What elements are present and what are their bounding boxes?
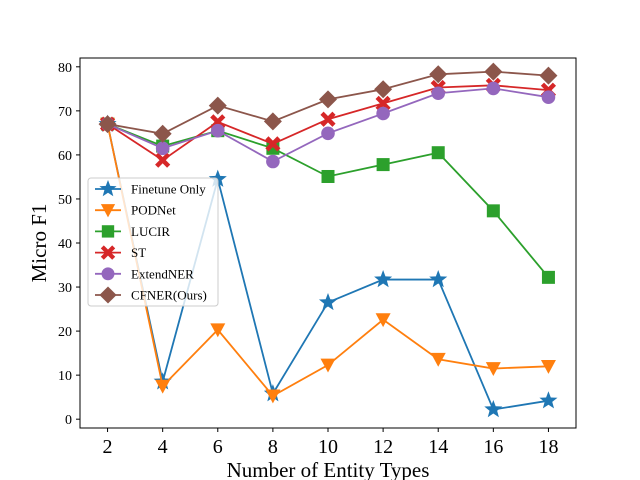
data-point xyxy=(486,81,501,96)
legend-label: ST xyxy=(131,245,146,260)
legend-marker xyxy=(101,225,115,238)
legend-label: Finetune Only xyxy=(131,182,206,197)
data-point xyxy=(153,124,172,143)
y-tick-label: 30 xyxy=(58,281,72,296)
x-tick-label: 10 xyxy=(318,436,338,458)
data-point xyxy=(486,204,500,218)
data-point xyxy=(541,90,556,105)
y-tick-label: 60 xyxy=(58,149,72,164)
legend-item: ST xyxy=(95,245,146,260)
data-point xyxy=(485,362,501,377)
data-point xyxy=(321,126,335,141)
data-point xyxy=(430,352,446,367)
data-point xyxy=(376,106,390,121)
data-point xyxy=(210,323,226,338)
data-point xyxy=(155,152,171,168)
x-axis-title: Number of Entity Types xyxy=(227,458,430,480)
legend-item: ExtendNER xyxy=(95,266,194,281)
data-point xyxy=(266,154,280,169)
data-point xyxy=(320,111,336,127)
y-axis: 0 10 20 30 40 50 60 70 80 xyxy=(58,61,80,428)
legend-label: LUCIR xyxy=(131,224,170,239)
data-point xyxy=(155,141,170,156)
data-point xyxy=(484,400,503,418)
data-point xyxy=(98,115,117,134)
data-point xyxy=(540,359,556,374)
x-tick-label: 14 xyxy=(428,436,448,458)
data-point xyxy=(541,270,555,284)
data-point xyxy=(375,313,391,328)
series-cfner-ours- xyxy=(98,62,558,143)
x-tick-label: 4 xyxy=(158,436,168,458)
data-point xyxy=(539,391,558,409)
y-tick-label: 50 xyxy=(58,193,72,208)
x-tick-label: 2 xyxy=(103,436,113,458)
legend-marker xyxy=(99,179,117,197)
data-point xyxy=(210,123,225,138)
data-point xyxy=(208,96,227,115)
data-point xyxy=(539,66,558,85)
legend-item: CFNER(Ours) xyxy=(95,286,207,304)
legend-label: ExtendNER xyxy=(131,266,194,281)
y-tick-label: 10 xyxy=(58,369,72,384)
y-tick-label: 80 xyxy=(58,61,72,76)
data-point xyxy=(429,65,448,84)
data-point xyxy=(375,95,391,111)
y-tick-label: 40 xyxy=(58,237,72,252)
x-tick-label: 8 xyxy=(268,436,278,458)
data-point xyxy=(484,62,503,81)
legend-item: PODNet xyxy=(95,203,176,218)
legend-item: Finetune Only xyxy=(95,179,206,197)
x-axis: 2 4 6 8 10 12 14 16 18 xyxy=(103,428,558,458)
series-layer xyxy=(98,62,558,418)
legend-label: CFNER(Ours) xyxy=(131,288,207,303)
x-tick-label: 18 xyxy=(538,436,558,458)
data-point xyxy=(374,80,393,99)
data-point xyxy=(429,270,448,288)
legend-item: LUCIR xyxy=(95,224,170,239)
data-point xyxy=(265,389,281,404)
data-point xyxy=(319,90,337,109)
data-point xyxy=(376,158,390,172)
data-point xyxy=(265,136,281,152)
data-point xyxy=(431,86,446,101)
y-tick-label: 70 xyxy=(58,105,72,120)
data-point xyxy=(320,358,336,373)
data-point xyxy=(321,169,335,183)
data-point xyxy=(155,379,171,394)
legend-marker xyxy=(101,267,115,281)
x-tick-label: 12 xyxy=(373,436,393,458)
legend: Finetune Only PODNet LUCIR ST ExtendNER CFNER… xyxy=(87,177,219,307)
data-point xyxy=(431,146,445,160)
legend-marker xyxy=(100,204,116,218)
data-point xyxy=(208,169,227,187)
x-tick-label: 6 xyxy=(213,436,223,458)
legend-marker xyxy=(100,245,116,260)
y-tick-label: 0 xyxy=(65,413,72,428)
y-tick-label: 20 xyxy=(58,325,72,340)
x-tick-label: 16 xyxy=(483,436,503,458)
legend-label: PODNet xyxy=(131,203,176,218)
legend-marker xyxy=(99,286,117,304)
data-point xyxy=(263,112,282,131)
data-point xyxy=(374,270,393,288)
y-axis-title: Micro F1 xyxy=(27,204,51,283)
data-point xyxy=(318,292,338,311)
